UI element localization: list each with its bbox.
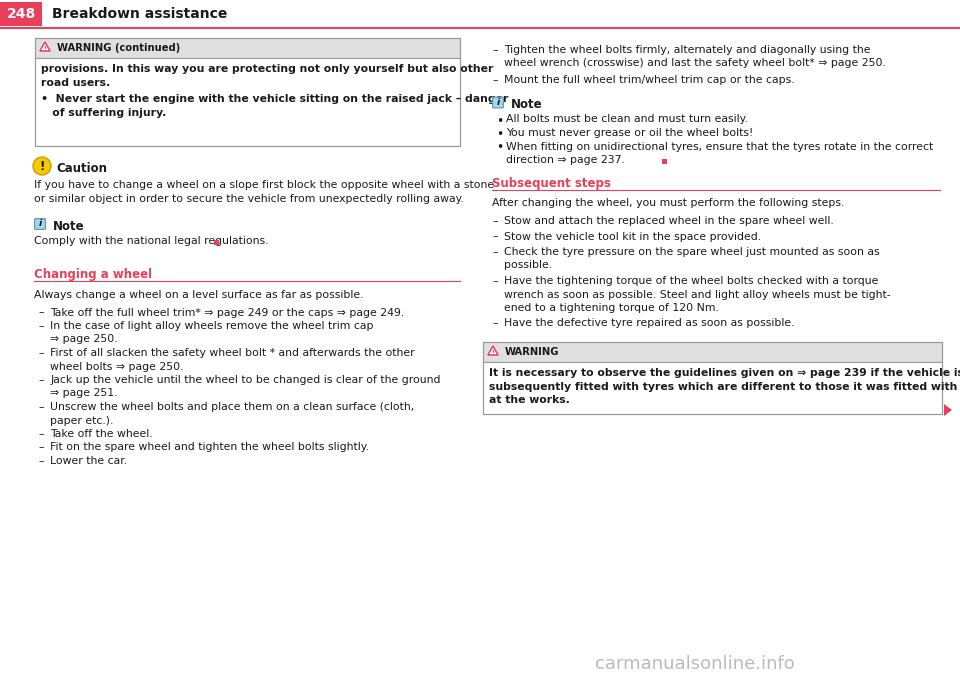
Text: –: – — [492, 247, 497, 257]
Text: Comply with the national legal regulations.: Comply with the national legal regulatio… — [34, 236, 272, 246]
Text: •: • — [496, 114, 503, 127]
Text: wheel bolts ⇒ page 250.: wheel bolts ⇒ page 250. — [50, 361, 183, 371]
Text: wheel wrench (crosswise) and last the safety wheel bolt* ⇒ page 250.: wheel wrench (crosswise) and last the sa… — [504, 59, 886, 69]
Text: !: ! — [39, 160, 45, 172]
Text: subsequently fitted with tyres which are different to those it was fitted with: subsequently fitted with tyres which are… — [489, 382, 957, 392]
Text: •: • — [496, 141, 503, 155]
Text: You must never grease or oil the wheel bolts!: You must never grease or oil the wheel b… — [506, 128, 754, 138]
Text: –: – — [492, 75, 497, 85]
Text: First of all slacken the safety wheel bolt * and afterwards the other: First of all slacken the safety wheel bo… — [50, 348, 415, 358]
Text: paper etc.).: paper etc.). — [50, 415, 113, 425]
Text: or similar object in order to secure the vehicle from unexpectedly rolling away.: or similar object in order to secure the… — [34, 194, 464, 203]
Text: It is necessary to observe the guidelines given on ⇒ page 239 if the vehicle is: It is necessary to observe the guideline… — [489, 368, 960, 378]
Text: Have the defective tyre repaired as soon as possible.: Have the defective tyre repaired as soon… — [504, 318, 795, 328]
Bar — [0, 2, 42, 26]
Text: Changing a wheel: Changing a wheel — [34, 268, 152, 281]
Text: –: – — [38, 321, 43, 331]
Bar — [483, 362, 942, 414]
Text: Tighten the wheel bolts firmly, alternately and diagonally using the: Tighten the wheel bolts firmly, alternat… — [504, 45, 871, 55]
Text: road users.: road users. — [41, 77, 110, 87]
Text: Unscrew the wheel bolts and place them on a clean surface (cloth,: Unscrew the wheel bolts and place them o… — [50, 402, 415, 412]
Bar — [0, 0, 960, 28]
Bar — [35, 38, 460, 146]
Text: Stow the vehicle tool kit in the space provided.: Stow the vehicle tool kit in the space p… — [504, 232, 761, 242]
Text: When fitting on unidirectional tyres, ensure that the tyres rotate in the correc: When fitting on unidirectional tyres, en… — [506, 141, 933, 151]
Text: •  Never start the engine with the vehicle sitting on the raised jack – danger: • Never start the engine with the vehicl… — [41, 94, 509, 104]
Text: –: – — [38, 402, 43, 412]
Text: If you have to change a wheel on a slope first block the opposite wheel with a s: If you have to change a wheel on a slope… — [34, 180, 494, 190]
Circle shape — [33, 157, 51, 175]
Bar — [35, 38, 460, 58]
Text: of suffering injury.: of suffering injury. — [41, 108, 166, 118]
Text: ened to a tightening torque of 120 Nm.: ened to a tightening torque of 120 Nm. — [504, 303, 719, 313]
Text: WARNING (continued): WARNING (continued) — [57, 43, 180, 53]
Text: possible.: possible. — [504, 260, 552, 271]
Text: Always change a wheel on a level surface as far as possible.: Always change a wheel on a level surface… — [34, 290, 364, 300]
Text: Stow and attach the replaced wheel in the spare wheel well.: Stow and attach the replaced wheel in th… — [504, 216, 833, 226]
Bar — [35, 58, 460, 146]
Bar — [662, 159, 667, 164]
Polygon shape — [944, 404, 952, 416]
Text: –: – — [492, 276, 497, 286]
Text: –: – — [38, 308, 43, 318]
Bar — [483, 342, 942, 362]
Text: •: • — [496, 128, 503, 141]
Text: wrench as soon as possible. Steel and light alloy wheels must be tight-: wrench as soon as possible. Steel and li… — [504, 289, 891, 299]
Text: Fit on the spare wheel and tighten the wheel bolts slightly.: Fit on the spare wheel and tighten the w… — [50, 443, 369, 452]
Polygon shape — [488, 346, 498, 355]
Text: provisions. In this way you are protecting not only yourself but also other: provisions. In this way you are protecti… — [41, 64, 493, 74]
FancyBboxPatch shape — [35, 219, 45, 229]
Text: Take off the full wheel trim* ⇒ page 249 or the caps ⇒ page 249.: Take off the full wheel trim* ⇒ page 249… — [50, 308, 404, 318]
Text: –: – — [38, 375, 43, 385]
Text: Caution: Caution — [56, 162, 107, 175]
Text: !: ! — [43, 46, 46, 52]
Text: Check the tyre pressure on the spare wheel just mounted as soon as: Check the tyre pressure on the spare whe… — [504, 247, 879, 257]
Text: ⇒ page 251.: ⇒ page 251. — [50, 388, 117, 398]
Text: In the case of light alloy wheels remove the wheel trim cap: In the case of light alloy wheels remove… — [50, 321, 373, 331]
Text: Take off the wheel.: Take off the wheel. — [50, 429, 153, 439]
Text: at the works.: at the works. — [489, 395, 570, 405]
Text: Note: Note — [511, 98, 542, 112]
Text: i: i — [496, 98, 499, 107]
Text: –: – — [38, 429, 43, 439]
Text: i: i — [38, 219, 41, 229]
Text: Lower the car.: Lower the car. — [50, 456, 127, 466]
Text: –: – — [492, 232, 497, 242]
Text: Have the tightening torque of the wheel bolts checked with a torque: Have the tightening torque of the wheel … — [504, 276, 878, 286]
Text: –: – — [38, 456, 43, 466]
Text: –: – — [492, 45, 497, 55]
Polygon shape — [40, 42, 50, 51]
Text: ⇒ page 250.: ⇒ page 250. — [50, 334, 118, 345]
Text: Subsequent steps: Subsequent steps — [492, 176, 611, 190]
Bar — [214, 240, 219, 245]
Text: –: – — [492, 318, 497, 328]
Text: Jack up the vehicle until the wheel to be changed is clear of the ground: Jack up the vehicle until the wheel to b… — [50, 375, 441, 385]
Bar — [483, 342, 942, 414]
Text: All bolts must be clean and must turn easily.: All bolts must be clean and must turn ea… — [506, 114, 748, 125]
Text: Mount the full wheel trim/wheel trim cap or the caps.: Mount the full wheel trim/wheel trim cap… — [504, 75, 795, 85]
Text: carmanualsonline.info: carmanualsonline.info — [595, 655, 795, 673]
Text: Breakdown assistance: Breakdown assistance — [52, 7, 228, 21]
Text: After changing the wheel, you must perform the following steps.: After changing the wheel, you must perfo… — [492, 199, 845, 209]
Text: !: ! — [492, 349, 494, 355]
FancyBboxPatch shape — [492, 97, 503, 108]
Text: WARNING: WARNING — [505, 347, 560, 357]
Text: Note: Note — [53, 220, 84, 233]
Text: –: – — [492, 216, 497, 226]
Text: –: – — [38, 348, 43, 358]
Text: –: – — [38, 443, 43, 452]
Text: 248: 248 — [7, 7, 36, 21]
Text: direction ⇒ page 237.: direction ⇒ page 237. — [506, 155, 629, 165]
